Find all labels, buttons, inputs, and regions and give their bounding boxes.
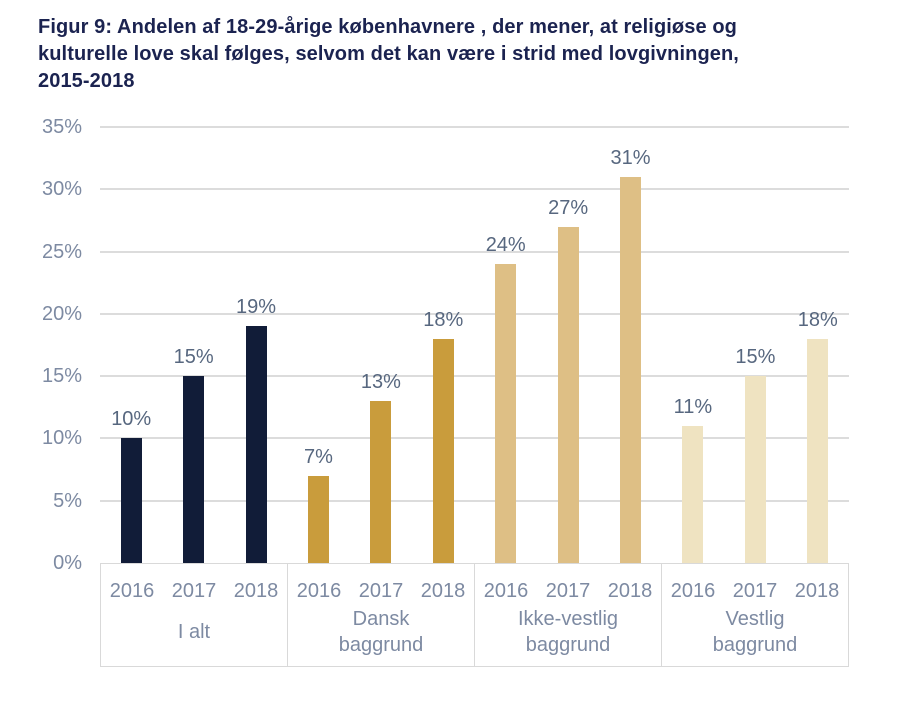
gridline <box>100 312 849 315</box>
y-axis-tick-label: 25% <box>41 240 82 263</box>
bar-value-label: 19% <box>236 296 277 319</box>
y-axis-tick-label: 5% <box>53 489 82 512</box>
bar-value-label: 15% <box>735 346 776 369</box>
gridline <box>100 126 849 128</box>
bar-vestlig-baggrund-2016 <box>682 425 704 563</box>
year-row: 2016 2017 2018 <box>662 579 848 603</box>
year-label: 2018 <box>420 580 466 602</box>
gridline <box>100 188 849 191</box>
bar-value-label: 13% <box>360 371 401 394</box>
year-label: 2017 <box>358 580 404 602</box>
y-axis-tick-label: 10% <box>41 427 82 450</box>
bar-value-label: 27% <box>548 196 589 219</box>
group-label-line: I alt <box>177 620 211 643</box>
x-axis-category-table: 2016 2017 2018 I alt 2016 2017 2018 Dansk baggru… <box>100 563 849 667</box>
year-label: 2016 <box>296 580 342 602</box>
figure-title: Figur 9: Andelen af 18-29-årige københav… <box>38 16 739 92</box>
group-label: Ikke-vestlig baggrund <box>475 603 661 666</box>
category-cell-ikke-vestlig-baggrund: 2016 2017 2018 Ikke-vestlig baggrund <box>475 564 662 666</box>
year-label: 2018 <box>794 580 840 602</box>
group-label-line: Ikke-vestlig <box>517 607 619 630</box>
bar-dansk-baggrund-2017 <box>370 401 392 563</box>
category-cell-i-alt: 2016 2017 2018 I alt <box>101 564 288 666</box>
bar-value-label: 10% <box>111 408 152 431</box>
category-cell-dansk-baggrund: 2016 2017 2018 Dansk baggrund <box>288 564 475 666</box>
gridline <box>100 499 849 502</box>
y-axis-tick-label: 20% <box>41 302 82 325</box>
group-label: I alt <box>101 603 287 666</box>
bar-dansk-baggrund-2018 <box>432 338 454 563</box>
y-axis-tick-label: 35% <box>41 116 82 138</box>
group-label: Vestlig baggrund <box>662 603 848 666</box>
gridline <box>100 375 849 378</box>
bar-value-label: 18% <box>423 308 464 331</box>
bar-i-alt-2017 <box>183 376 205 563</box>
bar-value-label: 15% <box>173 346 214 369</box>
bar-value-label: 31% <box>610 146 651 169</box>
year-label: 2018 <box>607 580 653 602</box>
bar-ikke-vestlig-baggrund-2017 <box>557 226 579 563</box>
year-label: 2016 <box>670 580 716 602</box>
year-label: 2016 <box>109 580 155 602</box>
y-axis-tick-label: 15% <box>41 365 82 388</box>
bar-i-alt-2018 <box>245 326 267 563</box>
group-label-line: baggrund <box>712 633 798 656</box>
group-label-line: baggrund <box>525 633 611 656</box>
group-label-line: baggrund <box>338 633 424 656</box>
bar-vestlig-baggrund-2017 <box>744 376 766 563</box>
bar-vestlig-baggrund-2018 <box>807 338 829 563</box>
group-label-line: Vestlig <box>725 607 785 630</box>
bar-dansk-baggrund-2016 <box>307 475 329 563</box>
bar-i-alt-2016 <box>120 438 142 563</box>
category-cell-vestlig-baggrund: 2016 2017 2018 Vestlig baggrund <box>662 564 848 666</box>
year-label: 2018 <box>233 580 279 602</box>
year-label: 2016 <box>483 580 529 602</box>
y-axis-tick-label: 30% <box>41 178 82 201</box>
bar-value-label: 18% <box>797 308 838 331</box>
bar-value-label: 11% <box>673 395 713 418</box>
bar-value-label: 24% <box>485 234 526 257</box>
year-label: 2017 <box>732 580 778 602</box>
year-row: 2016 2017 2018 <box>475 579 661 603</box>
year-label: 2017 <box>545 580 591 602</box>
group-label-line: Dansk <box>352 607 410 630</box>
year-label: 2017 <box>171 580 217 602</box>
bar-ikke-vestlig-baggrund-2018 <box>620 176 642 563</box>
bar-ikke-vestlig-baggrund-2016 <box>495 264 517 563</box>
group-label: Dansk baggrund <box>288 603 474 666</box>
bar-value-label: 7% <box>304 445 333 468</box>
gridline <box>100 250 849 253</box>
y-axis-tick-label: 0% <box>53 552 82 574</box>
year-row: 2016 2017 2018 <box>101 579 287 603</box>
gridline <box>100 437 849 440</box>
year-row: 2016 2017 2018 <box>288 579 474 603</box>
